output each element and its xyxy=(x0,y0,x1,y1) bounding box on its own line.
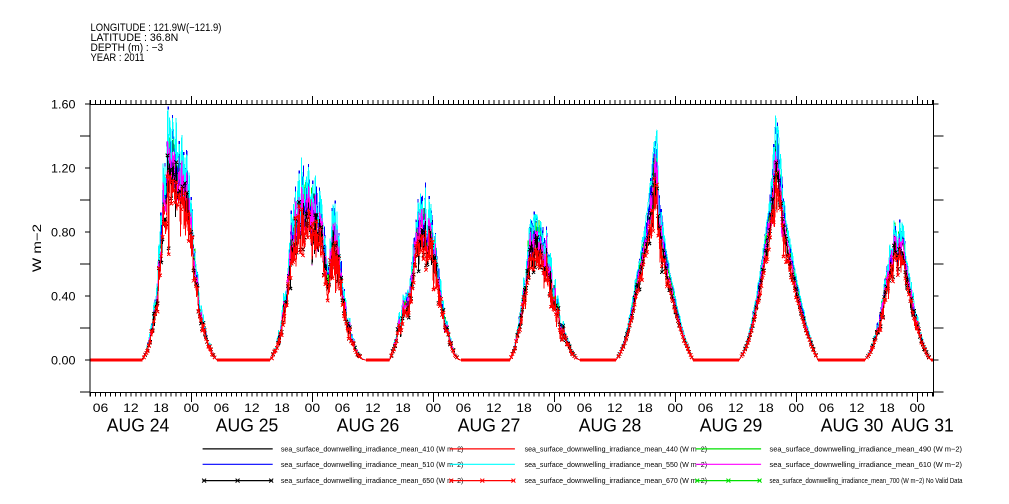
svg-text:12: 12 xyxy=(486,401,502,415)
svg-text:12: 12 xyxy=(849,401,865,415)
svg-text:00: 00 xyxy=(184,401,200,415)
svg-text:00: 00 xyxy=(426,401,442,415)
svg-text:06: 06 xyxy=(93,401,109,415)
svg-text:12: 12 xyxy=(365,401,381,415)
svg-text:AUG 26: AUG 26 xyxy=(337,416,400,436)
svg-text:18: 18 xyxy=(153,401,169,415)
svg-text:1.20: 1.20 xyxy=(51,164,76,176)
svg-text:AUG 27: AUG 27 xyxy=(458,416,521,436)
svg-text:sea_surface_downwelling_irradi: sea_surface_downwelling_irradiance_mean_… xyxy=(525,445,708,454)
svg-text:00: 00 xyxy=(910,401,926,415)
svg-text:AUG 25: AUG 25 xyxy=(216,416,278,436)
svg-text:18: 18 xyxy=(516,401,532,415)
svg-text:06: 06 xyxy=(335,401,351,415)
svg-text:12: 12 xyxy=(244,401,260,415)
svg-text:sea_surface_downwelling_irradi: sea_surface_downwelling_irradiance_mean_… xyxy=(281,460,464,469)
svg-text:sea_surface_downwelling_irradi: sea_surface_downwelling_irradiance_mean_… xyxy=(281,445,464,454)
svg-text:AUG 29: AUG 29 xyxy=(700,416,763,436)
svg-text:00: 00 xyxy=(547,401,563,415)
svg-text:AUG 30: AUG 30 xyxy=(821,416,884,436)
svg-text:sea_surface_downwelling_irradi: sea_surface_downwelling_irradiance_mean_… xyxy=(525,460,708,469)
svg-text:sea_surface_downwelling_irradi: sea_surface_downwelling_irradiance_mean_… xyxy=(770,460,963,469)
svg-text:DEPTH (m) : −3: DEPTH (m) : −3 xyxy=(91,42,164,54)
svg-text:00: 00 xyxy=(668,401,684,415)
svg-text:00: 00 xyxy=(305,401,321,415)
svg-text:AUG 31: AUG 31 xyxy=(891,416,954,436)
svg-text:00: 00 xyxy=(789,401,805,415)
svg-text:LONGITUDE : 121.9W(−121.9): LONGITUDE : 121.9W(−121.9) xyxy=(91,22,222,34)
svg-text:18: 18 xyxy=(274,401,290,415)
svg-text:LATITUDE : 36.8N: LATITUDE : 36.8N xyxy=(91,32,179,44)
svg-text:18: 18 xyxy=(637,401,653,415)
svg-text:W m−2: W m−2 xyxy=(32,224,44,272)
svg-text:06: 06 xyxy=(577,401,593,415)
svg-text:12: 12 xyxy=(607,401,623,415)
svg-text:AUG 24: AUG 24 xyxy=(107,416,170,436)
svg-text:06: 06 xyxy=(819,401,835,415)
svg-text:0.80: 0.80 xyxy=(51,228,76,240)
svg-text:06: 06 xyxy=(214,401,230,415)
svg-text:12: 12 xyxy=(123,401,139,415)
svg-text:18: 18 xyxy=(395,401,411,415)
svg-text:sea_surface_downwelling_irradi: sea_surface_downwelling_irradiance_mean_… xyxy=(525,476,708,485)
svg-text:12: 12 xyxy=(728,401,744,415)
svg-text:0.00: 0.00 xyxy=(51,356,76,368)
svg-text:18: 18 xyxy=(758,401,774,415)
svg-text:0.40: 0.40 xyxy=(51,292,76,304)
svg-text:06: 06 xyxy=(456,401,472,415)
svg-text:1.60: 1.60 xyxy=(51,100,76,112)
svg-text:18: 18 xyxy=(879,401,895,415)
svg-text:AUG 28: AUG 28 xyxy=(579,416,642,436)
svg-text:sea_surface_downwelling_irradi: sea_surface_downwelling_irradiance_mean_… xyxy=(770,445,963,454)
svg-text:YEAR : 2011: YEAR : 2011 xyxy=(91,52,145,64)
svg-text:sea_surface_downwelling_irradi: sea_surface_downwelling_irradiance_mean_… xyxy=(770,476,964,485)
svg-text:06: 06 xyxy=(698,401,714,415)
svg-text:sea_surface_downwelling_irradi: sea_surface_downwelling_irradiance_mean_… xyxy=(281,476,464,485)
